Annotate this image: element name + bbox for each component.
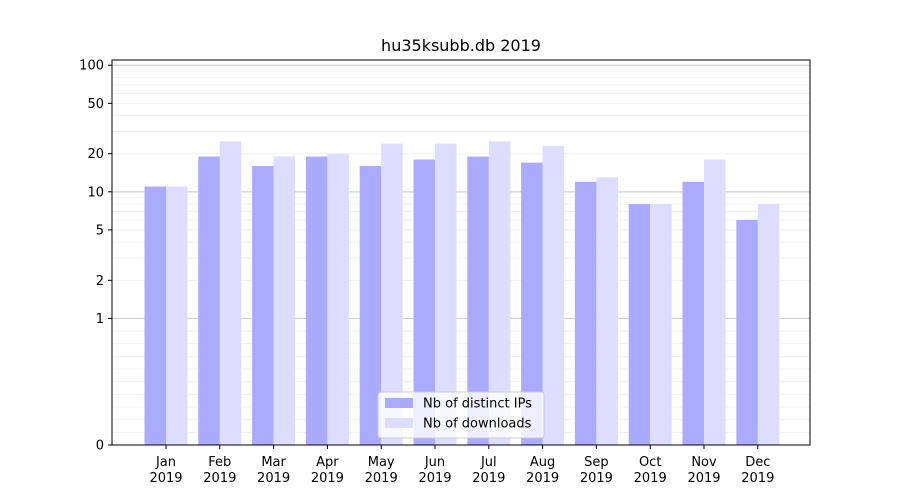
x-tick-label-year: 2019: [203, 471, 236, 486]
x-tick-label-month: Mar: [261, 455, 286, 470]
x-tick-label-month: Sep: [584, 455, 609, 470]
bar-downloads-jan: [166, 186, 188, 446]
bar-downloads-jun: [435, 143, 457, 445]
y-axis: 0 1 2 5 10 20 50 100: [79, 59, 112, 454]
x-tick-label-month: Nov: [691, 455, 717, 470]
bar-downloads-sep: [596, 177, 618, 446]
x-tick-label-year: 2019: [365, 471, 398, 486]
x-tick-label-year: 2019: [580, 471, 613, 486]
bar-downloads-feb: [219, 141, 242, 445]
bar-distinct-ips-feb: [198, 156, 220, 446]
bar-distinct-ips-apr: [305, 156, 328, 446]
y-tick-label: 50: [87, 97, 104, 112]
x-tick-label-year: 2019: [418, 471, 451, 486]
y-tick-label: 1: [96, 312, 104, 327]
x-tick-label-year: 2019: [741, 471, 774, 486]
bars: [144, 141, 780, 446]
bar-distinct-ips-jul: [467, 156, 489, 446]
y-tick-label: 20: [87, 147, 104, 162]
y-tick-label: 5: [96, 223, 104, 238]
x-tick-label-year: 2019: [149, 471, 182, 486]
x-tick-label-month: Jun: [424, 455, 445, 470]
bar-downloads-apr: [327, 153, 349, 446]
x-tick-label-year: 2019: [526, 471, 559, 486]
bar-downloads-aug: [542, 146, 565, 445]
x-tick-label-month: Oct: [639, 455, 661, 470]
bar-distinct-ips-dec: [736, 219, 758, 445]
x-tick-label-month: Aug: [530, 455, 555, 470]
bar-downloads-dec: [757, 204, 780, 445]
x-tick-label-month: Feb: [208, 455, 231, 470]
x-tick-label-year: 2019: [311, 471, 344, 486]
bar-downloads-may: [381, 143, 403, 445]
y-tick-label: 0: [96, 439, 104, 454]
x-tick-label-month: Jan: [155, 455, 176, 470]
bar-distinct-ips-jan: [144, 186, 166, 446]
y-tick-label: 2: [96, 274, 104, 289]
x-tick-label-year: 2019: [687, 471, 720, 486]
y-tick-label: 100: [79, 59, 104, 74]
bar-downloads-nov: [704, 159, 726, 445]
chart-title: hu35ksubb.db 2019: [381, 36, 541, 55]
bar-downloads-oct: [650, 204, 672, 445]
legend-swatch: [385, 418, 413, 428]
x-tick-label-month: May: [368, 455, 395, 470]
bar-distinct-ips-may: [359, 165, 382, 446]
bar-distinct-ips-mar: [252, 165, 274, 446]
bar-distinct-ips-jun: [413, 159, 435, 445]
legend-box: [377, 391, 545, 439]
legend: Nb of distinct IPs Nb of downloads: [377, 391, 545, 439]
bar-downloads-jul: [488, 141, 511, 445]
x-tick-label-year: 2019: [257, 471, 290, 486]
bar-distinct-ips-nov: [682, 181, 704, 445]
bar-distinct-ips-sep: [574, 181, 597, 445]
x-tick-label-year: 2019: [634, 471, 667, 486]
x-axis: Jan2019Feb2019Mar2019Apr2019May2019Jun20…: [149, 445, 774, 486]
bar-distinct-ips-oct: [628, 204, 651, 445]
x-tick-label-month: Dec: [745, 455, 770, 470]
x-tick-label-month: Apr: [316, 455, 339, 470]
x-tick-label-year: 2019: [472, 471, 505, 486]
legend-swatch: [385, 398, 413, 408]
axes-frame: [111, 59, 811, 446]
legend-label: Nb of downloads: [423, 417, 532, 432]
bar-downloads-mar: [273, 156, 296, 446]
bar-distinct-ips-aug: [521, 162, 543, 445]
x-tick-label-month: Jul: [480, 455, 497, 470]
legend-label: Nb of distinct IPs: [423, 397, 532, 412]
y-tick-label: 10: [87, 185, 104, 200]
